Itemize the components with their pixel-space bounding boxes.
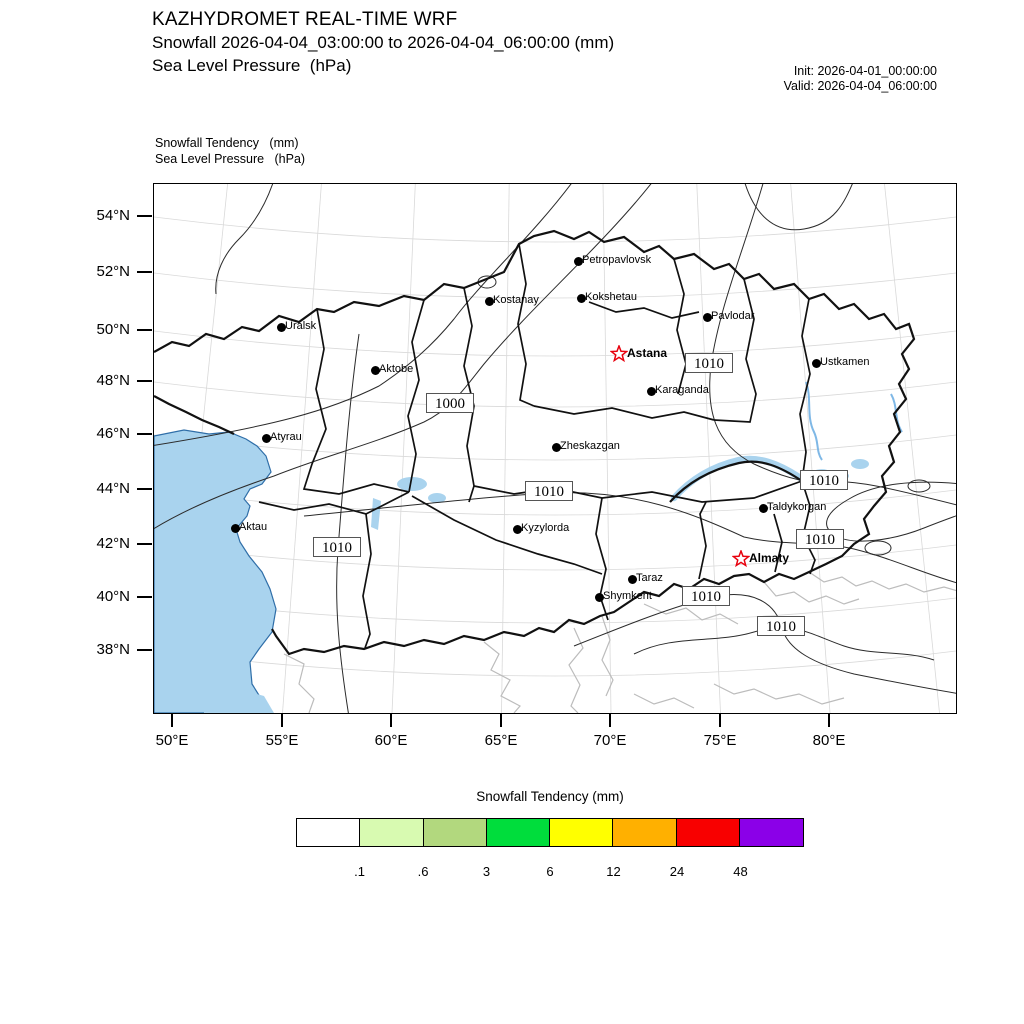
lon-tick-mark [390, 713, 392, 727]
lon-tick-label: 80°E [812, 732, 846, 749]
lat-tick-mark [137, 543, 152, 545]
country-borders [154, 229, 916, 656]
colorbar-tick-label: .1 [354, 864, 365, 879]
caspian-sea [154, 429, 277, 713]
lon-tick-mark [828, 713, 830, 727]
lon-tick-label: 50°E [155, 732, 189, 749]
lon-tick-mark [281, 713, 283, 727]
kazakhstan-map [154, 184, 956, 713]
colorbar-title: Snowfall Tendency (mm) [476, 789, 624, 804]
lat-tick-label: 54°N [96, 207, 130, 224]
map-legend-snowfall: Snowfall Tendency (mm) [155, 136, 299, 150]
lat-tick-mark [137, 271, 152, 273]
colorbar-cell [423, 819, 487, 846]
lon-tick-mark [609, 713, 611, 727]
colorbar-tick-label: 48 [733, 864, 748, 879]
colorbar-cell [297, 819, 361, 846]
pressure-subtitle: Sea Level Pressure (hPa) [152, 56, 352, 75]
colorbar-cell [739, 819, 803, 846]
foreign-borders [283, 571, 956, 713]
snowfall-colorbar [296, 818, 804, 847]
lat-tick-label: 38°N [96, 641, 130, 658]
lon-tick-mark [171, 713, 173, 727]
lat-tick-label: 50°N [96, 321, 130, 338]
lon-tick-label: 65°E [484, 732, 518, 749]
colorbar-cell [486, 819, 550, 846]
lon-tick-label: 55°E [265, 732, 299, 749]
page-title: KAZHYDROMET REAL-TIME WRF [152, 9, 458, 30]
lat-tick-label: 52°N [96, 263, 130, 280]
lat-tick-mark [137, 433, 152, 435]
colorbar-tick-label: 24 [669, 864, 685, 879]
colorbar-tick-label: 6 [546, 864, 554, 879]
lat-tick-mark [137, 329, 152, 331]
pressure-contours [154, 184, 956, 713]
lon-tick-mark [719, 713, 721, 727]
snowfall-period-subtitle: Snowfall 2026-04-04_03:00:00 to 2026-04-… [152, 33, 615, 52]
map-legend-pressure: Sea Level Pressure (hPa) [155, 152, 306, 166]
colorbar-cell [360, 819, 424, 846]
map-frame [153, 183, 957, 714]
colorbar-cell [676, 819, 740, 846]
lat-tick-label: 40°N [96, 588, 130, 605]
lat-tick-mark [137, 380, 152, 382]
graticule [154, 184, 956, 713]
lat-tick-label: 48°N [96, 372, 130, 389]
lat-tick-label: 42°N [96, 535, 130, 552]
lon-tick-label: 70°E [593, 732, 627, 749]
colorbar-tick-label: 3 [482, 864, 491, 879]
lat-tick-mark [137, 596, 152, 598]
lat-tick-mark [137, 488, 152, 490]
colorbar-cell [613, 819, 677, 846]
colorbar-tick-label: .6 [417, 864, 429, 879]
lat-tick-label: 44°N [96, 480, 130, 497]
colorbar-cell [550, 819, 614, 846]
valid-time: Valid: 2026-04-04_06:00:00 [783, 79, 937, 93]
lon-tick-label: 75°E [703, 732, 737, 749]
colorbar-tick-label: 12 [606, 864, 621, 879]
lat-tick-mark [137, 215, 152, 217]
lat-tick-mark [137, 649, 152, 651]
init-time: Init: 2026-04-01_00:00:00 [793, 64, 937, 78]
lon-tick-label: 60°E [374, 732, 408, 749]
lon-tick-mark [500, 713, 502, 727]
lat-tick-label: 46°N [96, 425, 130, 442]
